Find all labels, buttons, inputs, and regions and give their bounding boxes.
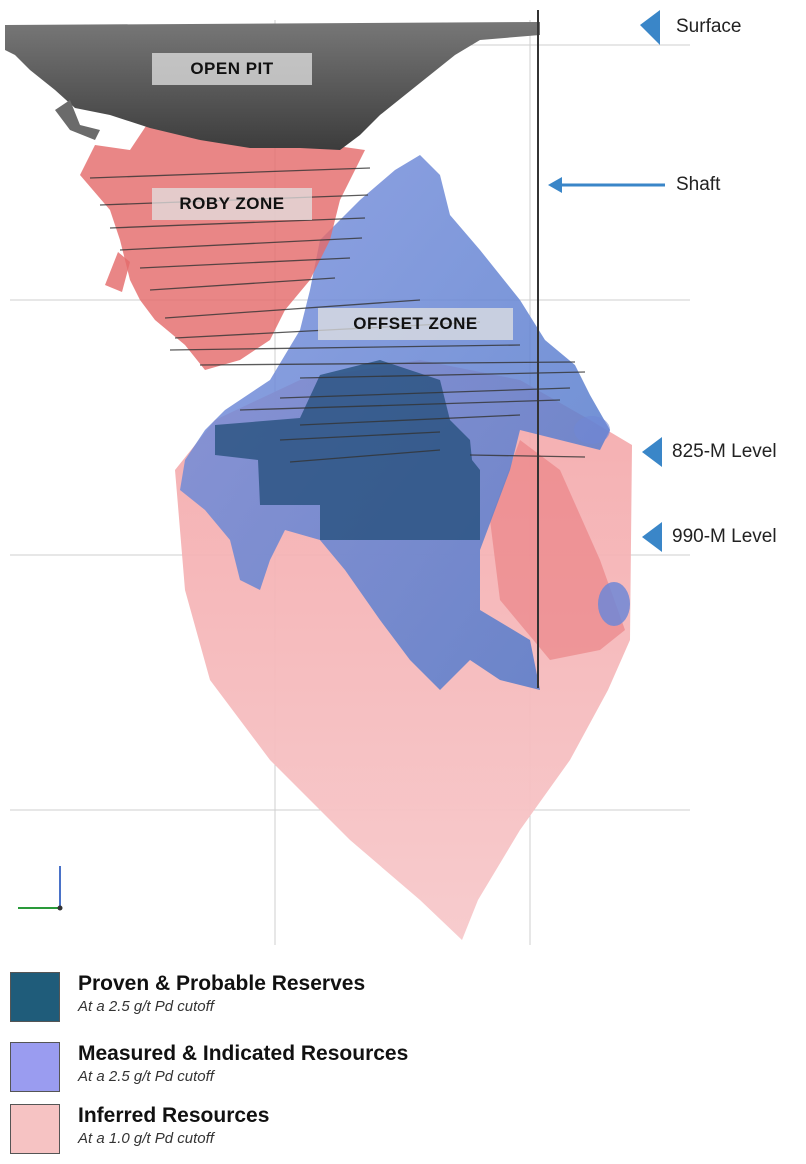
open-pit-body [5,22,540,150]
shaft-label: Shaft [676,174,721,195]
legend-item-inferred: Inferred Resources At a 1.0 g/t Pd cutof… [10,1104,790,1164]
level-990-label: 990-M Level [672,526,777,547]
measured-swatch [10,1042,60,1092]
surface-label: Surface [676,16,742,37]
section-graphic [5,10,690,945]
legend-title: Proven & Probable Reserves [78,972,366,995]
legend-title: Measured & Indicated Resources [78,1042,409,1065]
legend-item-reserves: Proven & Probable Reserves At a 2.5 g/t … [10,972,790,1032]
surface-marker-icon [640,10,660,45]
open-pit-label: OPEN PIT [152,53,312,85]
inferred-dense-band [490,440,625,660]
drill-holes [89,167,586,463]
legend-subtitle: At a 2.5 g/t Pd cutoff [78,998,214,1015]
long-section-diagram: OPEN PIT ROBY ZONE OFFSET ZONE Surface S… [5,10,777,945]
measured-blob-upper [574,416,610,444]
offset-zone-label: OFFSET ZONE [318,308,513,340]
roby-fragment [105,252,130,292]
legend-subtitle: At a 1.0 g/t Pd cutoff [78,1130,214,1147]
level-990-marker-icon [642,522,662,552]
axis-triad-icon [18,866,63,911]
reserves-swatch [10,972,60,1022]
legend-subtitle: At a 2.5 g/t Pd cutoff [78,1068,214,1085]
legend-item-measured: Measured & Indicated Resources At a 2.5 … [10,1042,790,1102]
measured-blob-right [598,582,630,626]
open-pit-ramp [55,100,100,140]
roby-zone-label: ROBY ZONE [152,188,312,220]
inferred-swatch [10,1104,60,1154]
shaft-arrow-icon [548,177,665,193]
level-825-marker-icon [642,437,662,467]
level-825-label: 825-M Level [672,441,777,462]
legend-title: Inferred Resources [78,1104,270,1127]
